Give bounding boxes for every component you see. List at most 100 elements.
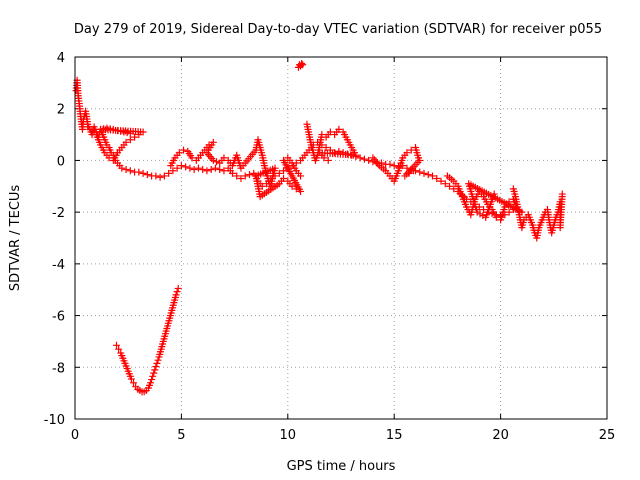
data-point: [390, 162, 398, 170]
data-point: [288, 182, 296, 190]
data-point: [118, 164, 126, 172]
data-point: [122, 165, 130, 173]
data-point: [100, 125, 108, 133]
x-axis-label: GPS time / hours: [287, 459, 396, 474]
data-point: [360, 155, 368, 163]
series-main-trace: [72, 76, 517, 220]
data-point: [324, 156, 332, 164]
data-point: [297, 172, 305, 180]
data-point: [149, 372, 157, 380]
x-tick-label: 20: [492, 428, 509, 443]
data-point: [356, 154, 364, 162]
x-tick-label: 5: [177, 428, 185, 443]
data-point: [126, 136, 134, 144]
data-points: [72, 59, 566, 396]
data-point: [405, 169, 413, 177]
axis-ticks: 0 5 10 15 20 25 -10 -8 -6 -4 -2 0 2 4: [44, 51, 616, 443]
grid-lines: [75, 57, 607, 419]
data-point: [173, 288, 181, 296]
data-point: [131, 133, 139, 141]
data-point: [505, 208, 513, 216]
data-point: [190, 165, 198, 173]
data-point: [152, 172, 160, 180]
data-point: [207, 165, 215, 173]
data-point: [143, 171, 151, 179]
data-point: [228, 169, 236, 177]
data-point: [127, 375, 135, 383]
data-point: [237, 175, 245, 183]
data-point: [115, 345, 123, 353]
data-point: [203, 167, 211, 175]
data-point: [318, 131, 326, 139]
data-point: [169, 167, 177, 175]
data-point: [241, 172, 249, 180]
data-point: [409, 167, 417, 175]
data-point: [437, 177, 445, 185]
y-tick-label: -10: [44, 413, 65, 428]
series-mid-loops: [167, 136, 305, 201]
data-point: [220, 154, 228, 162]
data-point: [280, 167, 288, 175]
data-point: [299, 61, 307, 69]
data-point: [154, 356, 162, 364]
data-point: [429, 172, 437, 180]
series-isolated-cluster: [294, 59, 307, 71]
data-point: [446, 182, 454, 190]
data-point: [103, 124, 111, 132]
plot-frame: [74, 56, 608, 420]
y-tick-label: -6: [52, 310, 65, 325]
y-tick-label: 4: [57, 51, 65, 66]
data-point: [139, 169, 147, 177]
data-point: [386, 160, 394, 168]
y-tick-label: 0: [57, 154, 65, 169]
data-point: [365, 156, 373, 164]
data-point: [174, 284, 182, 292]
data-point: [433, 175, 441, 183]
data-point: [123, 129, 131, 137]
data-point: [147, 379, 155, 387]
data-point: [298, 59, 306, 67]
x-tick-label: 15: [386, 428, 403, 443]
series-evening-scatter: [443, 172, 526, 224]
series-late-trace: [509, 185, 566, 242]
data-point: [401, 172, 409, 180]
data-point: [148, 376, 156, 384]
data-point: [135, 168, 143, 176]
data-point: [97, 125, 105, 133]
x-tick-label: 25: [599, 428, 616, 443]
data-point: [280, 156, 288, 164]
data-point: [209, 156, 217, 164]
data-point: [165, 169, 173, 177]
data-point: [213, 158, 221, 166]
data-point: [130, 379, 138, 387]
data-point: [109, 125, 117, 133]
data-point: [151, 366, 159, 374]
data-point: [245, 171, 253, 179]
data-point: [194, 164, 202, 172]
data-point: [320, 154, 328, 162]
data-point: [199, 165, 207, 173]
data-point: [152, 363, 160, 371]
data-point: [280, 175, 288, 183]
data-point: [326, 128, 334, 136]
series-upper-loop: [84, 123, 147, 164]
data-point: [441, 180, 449, 188]
data-point: [160, 172, 168, 180]
data-point: [220, 167, 228, 175]
data-point: [180, 146, 188, 154]
data-point: [173, 164, 181, 172]
series-post-noon-loops: [303, 120, 360, 164]
data-point: [403, 149, 411, 157]
y-axis-label: SDTVAR / TECUs: [8, 185, 23, 292]
data-point: [558, 190, 566, 198]
data-point: [175, 149, 183, 157]
data-point: [490, 190, 498, 198]
data-point: [172, 291, 180, 299]
data-point: [177, 162, 185, 170]
data-point: [156, 173, 164, 181]
y-tick-label: 2: [57, 103, 65, 118]
data-point: [182, 163, 190, 171]
data-point: [322, 144, 330, 151]
data-point: [126, 129, 134, 137]
